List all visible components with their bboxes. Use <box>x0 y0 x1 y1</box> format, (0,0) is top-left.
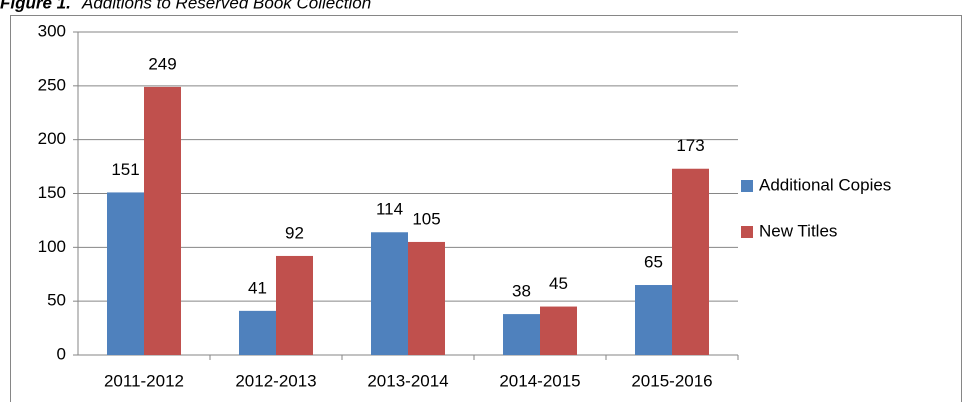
legend-swatch <box>741 226 753 238</box>
bar <box>371 232 408 355</box>
value-label: 249 <box>148 54 176 73</box>
bar <box>672 168 709 355</box>
x-tick-label: 2012-2013 <box>235 371 316 390</box>
chart-title-label: Figure 1. <box>0 0 71 12</box>
x-tick-label: 2014-2015 <box>499 371 580 390</box>
chart-title: Additions to Reserved Book Collection <box>81 0 371 12</box>
y-tick-label: 50 <box>47 291 66 310</box>
value-label: 173 <box>676 136 704 155</box>
y-tick-label: 0 <box>57 344 66 363</box>
bar <box>144 86 181 355</box>
value-label: 65 <box>644 253 663 272</box>
value-label: 38 <box>512 282 531 301</box>
y-tick-label: 200 <box>38 129 66 148</box>
y-tick-label: 300 <box>38 21 66 40</box>
y-tick-label: 150 <box>38 183 66 202</box>
value-label: 41 <box>248 278 267 297</box>
legend-label: Additional Copies <box>759 175 891 194</box>
legend-label: New Titles <box>759 221 837 240</box>
x-tick-label: 2015-2016 <box>631 371 712 390</box>
value-label: 92 <box>285 223 304 242</box>
value-label: 114 <box>376 200 403 219</box>
x-tick-label: 2011-2012 <box>104 371 184 390</box>
bar <box>540 306 577 355</box>
bar <box>276 255 313 355</box>
bar <box>408 241 445 355</box>
value-label: 105 <box>412 209 440 228</box>
y-tick-label: 250 <box>38 75 66 94</box>
value-label: 45 <box>549 274 568 293</box>
bar <box>239 310 276 355</box>
y-tick-label: 100 <box>38 237 66 256</box>
bar <box>635 285 672 355</box>
legend-swatch <box>741 180 753 192</box>
bar <box>503 314 540 355</box>
x-tick-label: 2013-2014 <box>367 371 448 390</box>
value-label: 151 <box>111 160 139 179</box>
bar <box>107 192 144 355</box>
